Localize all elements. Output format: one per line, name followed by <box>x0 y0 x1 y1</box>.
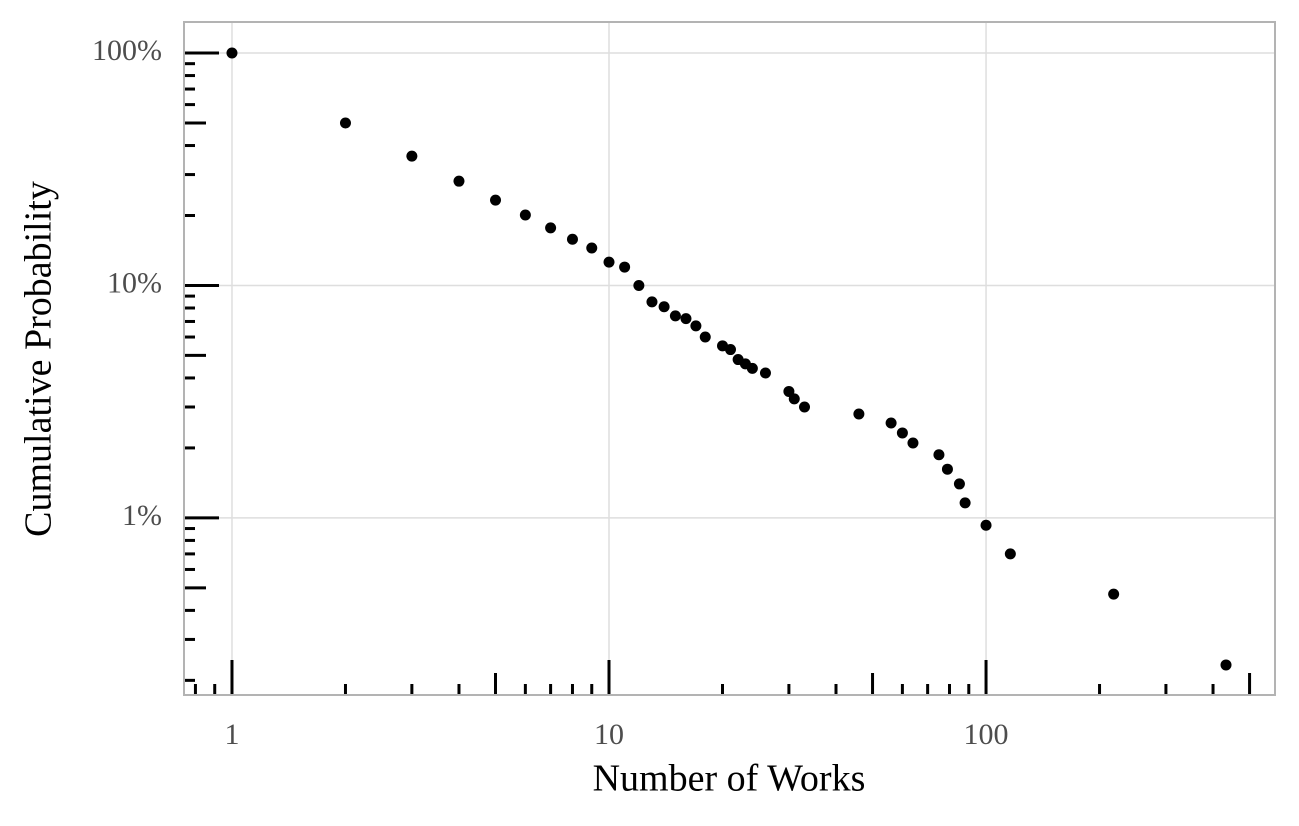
point <box>896 427 908 439</box>
point <box>603 256 615 268</box>
point <box>453 175 465 187</box>
point <box>933 449 945 461</box>
point <box>1004 548 1016 560</box>
y-tick-label: 100% <box>92 34 162 67</box>
point <box>980 519 992 531</box>
point <box>680 313 692 325</box>
point <box>799 401 811 413</box>
point <box>690 320 702 332</box>
point <box>226 47 238 59</box>
point <box>658 301 670 313</box>
x-tick-label: 10 <box>594 718 624 751</box>
point <box>1220 659 1232 671</box>
point <box>545 222 557 234</box>
point <box>619 261 631 273</box>
point <box>788 393 800 405</box>
point <box>339 117 351 129</box>
point <box>759 367 771 379</box>
panel-border <box>183 21 1276 696</box>
point <box>953 478 965 490</box>
point <box>941 463 953 475</box>
y-tick-label: 1% <box>122 499 162 532</box>
point <box>699 331 711 343</box>
point <box>566 233 578 245</box>
point <box>519 209 531 221</box>
x-tick-label: 100 <box>964 718 1009 751</box>
point <box>907 437 919 449</box>
x-axis-title: Number of Works <box>593 758 866 800</box>
point <box>1108 588 1120 600</box>
point <box>885 417 897 429</box>
point <box>490 194 502 206</box>
point <box>669 310 681 322</box>
point <box>646 296 658 308</box>
point <box>853 408 865 420</box>
point <box>746 362 758 374</box>
x-tick-label: 1 <box>224 718 239 751</box>
y-axis-title: Cumulative Probability <box>18 181 60 537</box>
point <box>586 242 598 254</box>
point <box>724 344 736 356</box>
point <box>406 150 418 162</box>
y-tick-label: 10% <box>107 266 162 299</box>
point <box>633 279 645 291</box>
point <box>959 497 971 509</box>
